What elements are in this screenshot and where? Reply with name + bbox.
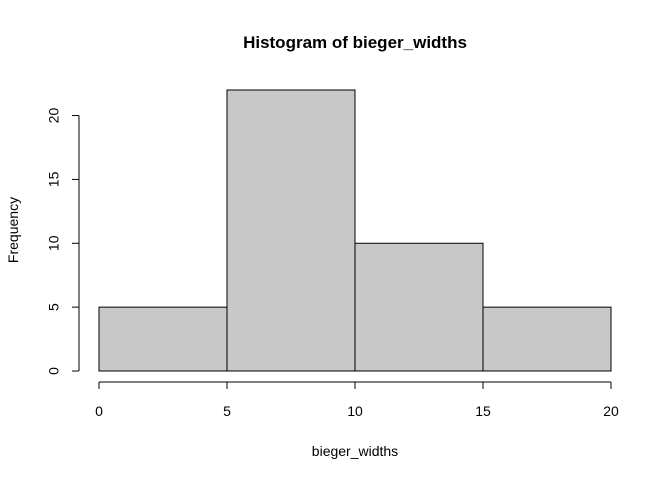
y-axis: 0 5 10 15 20 (46, 108, 80, 375)
x-tick-label-1: 5 (223, 403, 231, 419)
y-tick-label-1: 5 (46, 303, 62, 311)
y-axis-label: Frequency (5, 197, 21, 263)
y-tick-label-0: 0 (46, 367, 62, 375)
y-tick-label-3: 15 (46, 171, 62, 187)
histogram-bar-0 (98, 306, 228, 372)
x-tick-label-3: 15 (475, 403, 491, 419)
y-tick-label-2: 10 (46, 235, 62, 251)
x-tick-label-0: 0 (95, 403, 103, 419)
x-axis: 0 5 10 15 20 (95, 381, 619, 419)
histogram-bar-3 (482, 306, 612, 372)
x-tick-label-2: 10 (347, 403, 363, 419)
y-tick-label-4: 20 (46, 108, 62, 124)
chart-title: Histogram of bieger_widths (243, 33, 467, 52)
x-tick-label-4: 20 (603, 403, 619, 419)
bars-group (98, 89, 612, 372)
histogram-bar-2 (354, 242, 484, 372)
histogram-bar-1 (226, 89, 356, 372)
x-axis-label: bieger_widths (312, 443, 398, 459)
